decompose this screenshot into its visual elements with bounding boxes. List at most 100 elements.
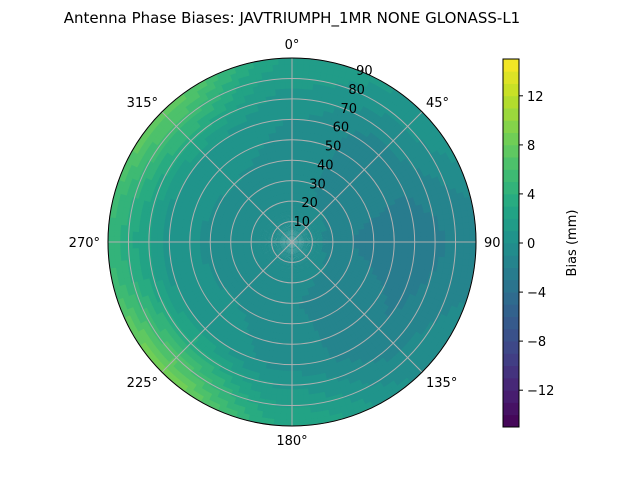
heatmap-cell — [357, 271, 366, 278]
heatmap-cell — [311, 198, 318, 205]
heatmap-cell — [307, 251, 314, 256]
heatmap-cell — [361, 187, 370, 195]
heatmap-cell — [382, 275, 391, 282]
heatmap-cell — [296, 272, 299, 280]
heatmap-cell — [297, 244, 304, 249]
heatmap-cell — [343, 220, 352, 226]
heatmap-cell — [320, 213, 327, 220]
heatmap-cell — [329, 205, 337, 212]
heatmap-cell — [296, 224, 300, 231]
heatmap-cell — [301, 257, 307, 264]
heatmap-cell — [296, 224, 301, 231]
heatmap-cell — [300, 219, 305, 227]
heatmap-cell — [316, 219, 324, 225]
heatmap-cell — [365, 209, 374, 216]
heatmap-cell — [292, 248, 294, 255]
heatmap-cell — [342, 262, 350, 268]
heatmap-cell — [302, 283, 306, 291]
heatmap-cell — [311, 223, 319, 229]
heatmap-cell — [328, 172, 335, 180]
heatmap-cell — [298, 225, 303, 232]
heatmap-cell — [321, 161, 328, 170]
heatmap-cell — [316, 209, 323, 216]
heatmap-cell — [328, 304, 335, 312]
heatmap-cell — [326, 254, 333, 259]
chart-title: Antenna Phase Biases: JAVTRIUMPH_1MR NON… — [64, 9, 520, 28]
heatmap-cell — [298, 252, 303, 259]
heatmap-cell — [341, 214, 349, 220]
heatmap-cell — [357, 182, 366, 190]
heatmap-cell — [320, 321, 328, 330]
heatmap-cell — [378, 269, 387, 277]
heatmap-cell — [312, 254, 320, 259]
heatmap-cell — [346, 187, 354, 195]
heatmap-cell — [307, 217, 313, 224]
heatmap-cell — [348, 287, 356, 294]
heatmap-cell — [360, 198, 369, 205]
heatmap-cell — [336, 260, 344, 265]
heatmap-cell — [307, 250, 315, 255]
heatmap-cell — [340, 265, 348, 272]
heatmap-cell — [298, 271, 302, 279]
heatmap-cell — [337, 156, 345, 165]
heatmap-cell — [322, 261, 330, 267]
heatmap-cell — [351, 254, 359, 259]
heatmap-cell — [327, 248, 335, 252]
heatmap-cell — [325, 224, 333, 229]
heatmap-cell — [297, 237, 305, 240]
heatmap-cell — [330, 219, 338, 225]
heatmap-cell — [300, 271, 304, 279]
heatmap-cell — [306, 252, 313, 258]
heatmap-cell — [347, 264, 356, 271]
heatmap-cell — [321, 232, 329, 236]
heatmap-cell — [356, 257, 365, 263]
heatmap-cell — [333, 168, 341, 177]
heatmap-cell — [346, 266, 355, 273]
heatmap-cell — [297, 252, 302, 260]
heatmap-cell — [331, 309, 339, 318]
heatmap-cell — [317, 289, 324, 297]
heatmap-cell — [330, 138, 338, 147]
heatmap-cell — [331, 181, 338, 190]
heatmap-cell — [301, 229, 307, 235]
heatmap-cell — [347, 200, 356, 207]
heatmap-cell — [301, 249, 308, 254]
heatmap-cell — [337, 298, 344, 306]
heatmap-cell — [389, 234, 397, 240]
heatmap-cell — [307, 251, 314, 257]
heatmap-cell — [331, 257, 339, 263]
heatmap-cell — [303, 235, 311, 239]
heatmap-cell — [305, 201, 310, 209]
heatmap-cell — [306, 227, 313, 232]
heatmap-cell — [299, 212, 303, 219]
heatmap-cell — [372, 268, 381, 275]
heatmap-cell — [302, 256, 307, 263]
heatmap-cell — [313, 158, 320, 167]
heatmap-cell — [310, 197, 316, 205]
heatmap-cell — [317, 282, 324, 290]
heatmap-cell — [307, 229, 315, 234]
heatmap-cell — [314, 284, 321, 292]
heatmap-cell — [306, 274, 312, 282]
heatmap-cell — [327, 249, 335, 253]
heatmap-cell — [299, 205, 303, 213]
heatmap-cell — [293, 254, 295, 261]
heatmap-cell — [318, 223, 326, 228]
heatmap-cell — [352, 186, 361, 194]
heatmap-cell — [312, 254, 319, 260]
heatmap-cell — [312, 292, 318, 300]
heatmap-cell — [306, 216, 312, 223]
heatmap-cell — [309, 266, 315, 274]
heatmap-cell — [328, 215, 336, 221]
heatmap-cell — [392, 335, 403, 346]
heatmap-cell — [390, 237, 397, 243]
heatmap-cell — [298, 259, 302, 266]
heatmap-cell — [337, 178, 344, 186]
heatmap-cell — [328, 144, 336, 153]
heatmap-cell — [324, 222, 332, 228]
heatmap-cell — [321, 230, 329, 234]
heatmap-cell — [334, 314, 342, 323]
heatmap-cell — [306, 195, 311, 203]
heatmap-cell — [353, 211, 361, 218]
heatmap-cell — [315, 260, 322, 267]
